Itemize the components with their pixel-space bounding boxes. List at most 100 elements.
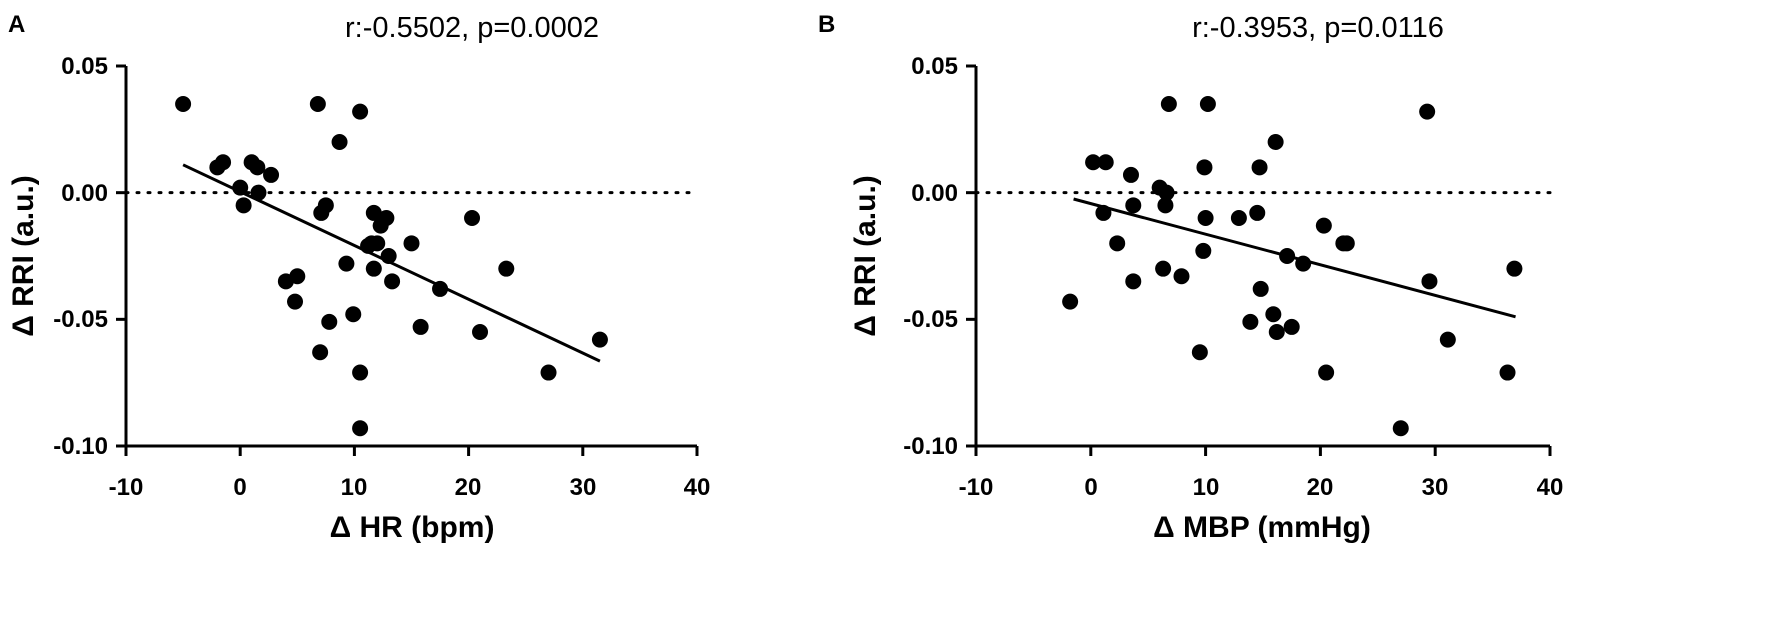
data-point-b-19	[1230, 210, 1247, 226]
data-point-b-37	[1439, 331, 1456, 348]
data-point-b-38	[1499, 364, 1516, 381]
x-tick-label-a-3: 20	[455, 474, 482, 501]
x-axis-label-a: Δ HR (bpm)	[330, 511, 495, 544]
data-point-b-27	[1279, 248, 1296, 264]
y-tick-label-b-3: -0.10	[903, 433, 958, 460]
data-point-a-8	[263, 166, 280, 183]
chart-title-a: r:-0.5502, p=0.0002	[345, 12, 599, 44]
data-point-b-10	[1157, 197, 1174, 214]
data-point-a-22	[352, 420, 369, 437]
data-point-a-34	[432, 280, 449, 297]
y-tick-label-a-1: 0.00	[61, 180, 108, 207]
chart-panel-b: B r:-0.3953, p=0.0116 Δ RRI (a.u.) Δ MBP…	[818, 11, 1563, 544]
data-point-a-0	[175, 96, 192, 112]
data-point-b-21	[1249, 204, 1266, 221]
data-point-a-19	[345, 306, 362, 323]
data-point-a-11	[289, 268, 306, 285]
data-point-b-29	[1295, 255, 1312, 272]
y-tick-label-b-2: -0.05	[903, 306, 958, 333]
data-point-a-6	[249, 159, 266, 176]
data-point-b-39	[1506, 260, 1523, 277]
data-point-a-7	[250, 184, 267, 201]
data-point-b-18	[1199, 96, 1216, 112]
data-point-b-15	[1195, 242, 1212, 259]
x-axis-label-b: Δ MBP (mmHg)	[1153, 511, 1371, 544]
y-tick-label-b-0: 0.05	[911, 53, 958, 80]
y-tick-label-a-0: 0.05	[61, 53, 108, 80]
data-point-b-14	[1191, 344, 1208, 361]
data-point-b-33	[1338, 235, 1355, 252]
y-axis-label-a: Δ RRI (a.u.)	[7, 175, 40, 337]
data-point-b-17	[1197, 210, 1214, 226]
panel-letter-a: A	[8, 11, 25, 38]
data-point-b-20	[1242, 313, 1259, 330]
data-point-b-6	[1125, 197, 1142, 214]
data-point-a-20	[352, 103, 369, 120]
data-point-b-1	[1085, 154, 1102, 171]
plot-area-a	[116, 64, 699, 456]
data-point-b-31	[1318, 364, 1335, 381]
data-point-a-35	[464, 210, 481, 226]
x-tick-label-a-2: 10	[341, 474, 368, 501]
data-point-a-10	[287, 293, 304, 310]
data-point-b-26	[1268, 324, 1285, 340]
data-point-a-16	[321, 313, 338, 330]
y-axis-label-b: Δ RRI (a.u.)	[849, 175, 882, 337]
data-point-a-4	[235, 197, 252, 214]
data-point-a-25	[365, 204, 382, 221]
x-tick-label-b-5: 40	[1537, 474, 1564, 501]
panel-letter-b: B	[818, 11, 835, 38]
data-point-b-7	[1125, 273, 1142, 290]
x-tick-label-a-5: 40	[684, 474, 711, 501]
data-point-b-30	[1315, 217, 1332, 234]
data-point-a-17	[331, 134, 348, 150]
data-point-b-35	[1419, 103, 1436, 120]
data-point-a-32	[403, 235, 420, 252]
x-tick-label-b-0: -10	[959, 474, 994, 501]
data-point-a-2	[215, 154, 232, 171]
data-point-a-12	[309, 96, 326, 112]
x-tick-label-a-1: 0	[233, 474, 246, 501]
data-point-a-36	[472, 324, 489, 340]
data-point-a-38	[540, 364, 557, 381]
data-point-b-2	[1095, 204, 1112, 221]
data-point-b-23	[1252, 280, 1269, 297]
data-point-b-0	[1062, 293, 1079, 310]
data-point-b-9	[1155, 260, 1172, 277]
data-point-a-21	[352, 364, 369, 381]
data-point-b-16	[1196, 159, 1213, 176]
data-point-b-12	[1160, 96, 1177, 112]
data-point-a-29	[378, 210, 395, 226]
data-point-b-5	[1122, 166, 1139, 183]
data-point-b-13	[1173, 268, 1190, 285]
x-tick-label-b-3: 20	[1307, 474, 1334, 501]
chart-title-b: r:-0.3953, p=0.0116	[1192, 12, 1444, 44]
x-tick-label-a-0: -10	[109, 474, 144, 501]
y-tick-label-a-2: -0.05	[53, 306, 108, 333]
x-tick-label-a-4: 30	[570, 474, 597, 501]
data-point-b-24	[1265, 306, 1282, 323]
data-point-a-13	[312, 344, 329, 361]
data-point-a-3	[232, 179, 249, 196]
y-tick-label-a-3: -0.10	[53, 433, 108, 460]
data-point-b-3	[1097, 154, 1114, 171]
chart-panel-a: A r:-0.5502, p=0.0002 Δ RRI (a.u.) Δ HR …	[7, 11, 710, 544]
data-point-a-15	[317, 197, 334, 214]
data-point-b-11	[1158, 184, 1175, 201]
data-point-a-33	[412, 318, 429, 335]
data-point-b-34	[1392, 420, 1409, 437]
x-tick-label-b-2: 10	[1193, 474, 1220, 501]
data-point-b-4	[1109, 235, 1126, 252]
data-point-a-37	[498, 260, 515, 277]
data-point-b-25	[1267, 134, 1284, 150]
data-point-a-31	[384, 273, 401, 290]
x-tick-label-b-4: 30	[1422, 474, 1449, 501]
data-point-a-30	[380, 248, 397, 264]
data-point-a-27	[369, 235, 386, 252]
data-point-b-28	[1283, 318, 1300, 335]
data-point-a-18	[338, 255, 355, 272]
data-point-a-26	[365, 260, 382, 277]
data-point-b-22	[1251, 159, 1268, 176]
data-point-b-36	[1421, 273, 1438, 290]
